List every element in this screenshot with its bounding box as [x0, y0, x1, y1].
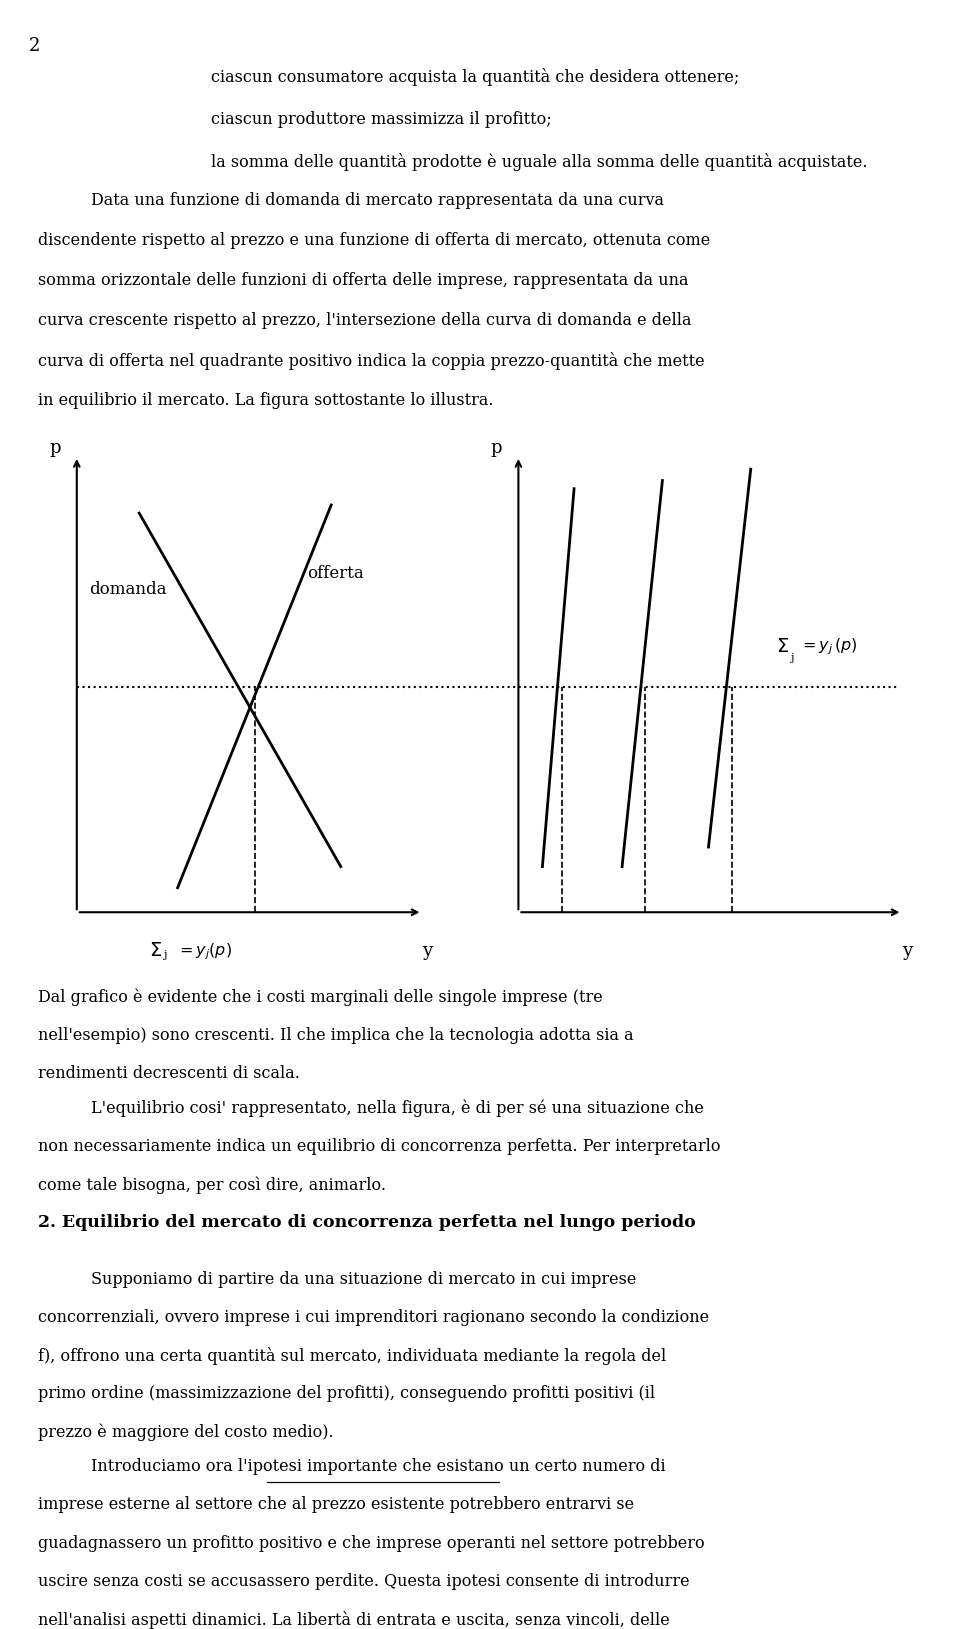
Text: $\Sigma$: $\Sigma$	[149, 942, 162, 959]
Text: come tale bisogna, per così dire, animarlo.: come tale bisogna, per così dire, animar…	[38, 1176, 386, 1194]
Text: y: y	[902, 942, 912, 959]
Text: uscire senza costi se accusassero perdite. Questa ipotesi consente di introdurre: uscire senza costi se accusassero perdit…	[38, 1574, 690, 1590]
Text: somma orizzontale delle funzioni di offerta delle imprese, rappresentata da una: somma orizzontale delle funzioni di offe…	[38, 272, 689, 288]
Text: ciascun consumatore acquista la quantità che desidera ottenere;: ciascun consumatore acquista la quantità…	[211, 68, 739, 86]
Text: guadagnassero un profitto positivo e che imprese operanti nel settore potrebbero: guadagnassero un profitto positivo e che…	[38, 1535, 705, 1551]
Text: L'equilibrio cosi' rappresentato, nella figura, è di per sé una situazione che: L'equilibrio cosi' rappresentato, nella …	[91, 1100, 704, 1117]
Text: concorrenziali, ovvero imprese i cui imprenditori ragionano secondo la condizion: concorrenziali, ovvero imprese i cui imp…	[38, 1310, 709, 1326]
Text: Dal grafico è evidente che i costi marginali delle singole imprese (tre: Dal grafico è evidente che i costi margi…	[38, 989, 603, 1007]
Text: rendimenti decrescenti di scala.: rendimenti decrescenti di scala.	[38, 1065, 300, 1082]
Text: 2. Equilibrio del mercato di concorrenza perfetta nel lungo periodo: 2. Equilibrio del mercato di concorrenza…	[38, 1214, 696, 1230]
Text: $= y_j\,(p)$: $= y_j\,(p)$	[799, 637, 857, 656]
Text: j: j	[163, 950, 167, 959]
Text: $\Sigma$: $\Sigma$	[776, 637, 789, 656]
Text: p: p	[49, 438, 60, 458]
Text: 2: 2	[29, 37, 40, 55]
Text: Supponiamo di partire da una situazione di mercato in cui imprese: Supponiamo di partire da una situazione …	[91, 1271, 636, 1287]
Text: Data una funzione di domanda di mercato rappresentata da una curva: Data una funzione di domanda di mercato …	[91, 192, 664, 209]
Text: curva di offerta nel quadrante positivo indica la coppia prezzo-quantità che met: curva di offerta nel quadrante positivo …	[38, 352, 705, 370]
Text: prezzo è maggiore del costo medio).: prezzo è maggiore del costo medio).	[38, 1424, 334, 1442]
Text: ciascun produttore massimizza il profitto;: ciascun produttore massimizza il profitt…	[211, 111, 552, 127]
Text: $= y_j(p)$: $= y_j(p)$	[176, 942, 231, 963]
Text: nell'esempio) sono crescenti. Il che implica che la tecnologia adotta sia a: nell'esempio) sono crescenti. Il che imp…	[38, 1028, 634, 1044]
Text: j: j	[790, 653, 794, 663]
Text: offerta: offerta	[307, 565, 364, 582]
Text: f), offrono una certa quantità sul mercato, individuata mediante la regola del: f), offrono una certa quantità sul merca…	[38, 1347, 666, 1365]
Text: Introduciamo ora l'ipotesi importante che esistano un certo numero di: Introduciamo ora l'ipotesi importante ch…	[91, 1458, 666, 1474]
Text: curva crescente rispetto al prezzo, l'intersezione della curva di domanda e dell: curva crescente rispetto al prezzo, l'in…	[38, 313, 692, 329]
Text: domanda: domanda	[89, 582, 166, 598]
Text: in equilibrio il mercato. La figura sottostante lo illustra.: in equilibrio il mercato. La figura sott…	[38, 393, 493, 409]
Text: nell'analisi aspetti dinamici. La libertà di entrata e uscita, senza vincoli, de: nell'analisi aspetti dinamici. La libert…	[38, 1611, 670, 1629]
Text: p: p	[491, 438, 502, 458]
Text: imprese esterne al settore che al prezzo esistente potrebbero entrarvi se: imprese esterne al settore che al prezzo…	[38, 1495, 635, 1513]
Text: non necessariamente indica un equilibrio di concorrenza perfetta. Per interpreta: non necessariamente indica un equilibrio…	[38, 1139, 721, 1155]
Text: discendente rispetto al prezzo e una funzione di offerta di mercato, ottenuta co: discendente rispetto al prezzo e una fun…	[38, 233, 710, 249]
Text: y: y	[422, 942, 432, 959]
Text: la somma delle quantità prodotte è uguale alla somma delle quantità acquistate.: la somma delle quantità prodotte è ugual…	[211, 153, 868, 171]
Text: primo ordine (massimizzazione del profitti), conseguendo profitti positivi (il: primo ordine (massimizzazione del profit…	[38, 1385, 656, 1403]
